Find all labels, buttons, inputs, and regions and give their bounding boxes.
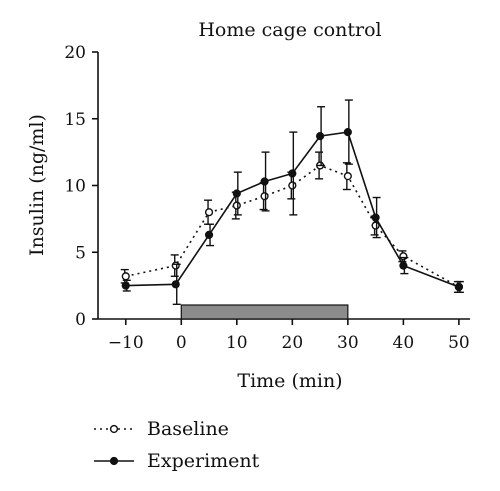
y-tick-label: 10 bbox=[64, 177, 86, 197]
data-point bbox=[260, 192, 269, 201]
data-point bbox=[171, 280, 180, 289]
legend-experiment-marker bbox=[109, 456, 119, 466]
data-point bbox=[121, 281, 130, 290]
y-axis-label: Insulin (ng/ml) bbox=[26, 114, 48, 256]
legend-item-baseline: Baseline bbox=[94, 418, 229, 440]
chart-title: Home cage control bbox=[198, 19, 381, 41]
x-tick-label: 10 bbox=[226, 333, 248, 353]
legend-baseline-marker bbox=[109, 424, 119, 434]
y-axis: 0 5 10 15 20 bbox=[64, 43, 99, 330]
legend: Baseline Experiment bbox=[94, 418, 260, 472]
x-tick-label: −10 bbox=[108, 333, 144, 353]
data-point bbox=[121, 272, 130, 281]
y-tick-label: 0 bbox=[75, 310, 86, 330]
legend-experiment-label: Experiment bbox=[147, 450, 260, 472]
x-tick-label: 0 bbox=[176, 333, 187, 353]
x-tick-label: 40 bbox=[393, 333, 415, 353]
legend-baseline-label: Baseline bbox=[147, 418, 229, 440]
series-experiment bbox=[121, 99, 464, 306]
data-point bbox=[288, 169, 297, 178]
data-point bbox=[204, 208, 214, 217]
y-tick-label: 20 bbox=[64, 43, 86, 63]
y-tick-label: 15 bbox=[64, 110, 86, 130]
data-point bbox=[343, 128, 352, 137]
data-point bbox=[260, 177, 269, 186]
stimulus-bar bbox=[180, 304, 349, 320]
data-point bbox=[232, 201, 241, 210]
x-tick-label: 30 bbox=[337, 333, 359, 353]
data-point bbox=[171, 261, 180, 270]
x-axis-label: Time (min) bbox=[237, 370, 342, 392]
data-point bbox=[454, 282, 463, 292]
series-line-baseline bbox=[125, 164, 460, 288]
data-point bbox=[343, 172, 352, 181]
data-point bbox=[232, 189, 241, 198]
data-point bbox=[315, 132, 325, 141]
x-axis: −10 0 10 20 30 40 50 bbox=[98, 318, 470, 353]
data-point bbox=[204, 230, 214, 239]
legend-item-experiment: Experiment bbox=[94, 450, 260, 472]
x-tick-label: 50 bbox=[448, 333, 470, 353]
data-point bbox=[399, 252, 408, 261]
x-tick-label: 20 bbox=[282, 333, 304, 353]
data-point bbox=[371, 221, 380, 230]
plot-area bbox=[120, 99, 464, 306]
data-point bbox=[399, 261, 408, 270]
y-tick-label: 5 bbox=[75, 243, 86, 263]
data-point bbox=[288, 181, 297, 190]
data-point bbox=[371, 213, 380, 222]
